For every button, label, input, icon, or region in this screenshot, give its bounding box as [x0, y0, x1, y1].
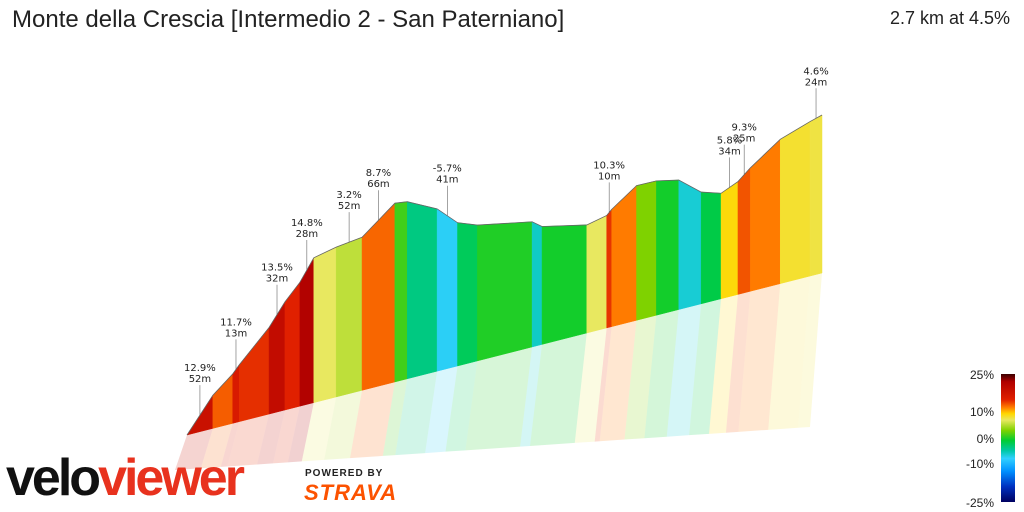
- profile-annotations: 12.9%52m11.7%13m13.5%32m14.8%28m3.2%52m8…: [184, 66, 829, 416]
- floor-segment: [445, 360, 478, 452]
- logo-viewer: viewer: [98, 449, 245, 507]
- floor-segment: [257, 410, 285, 465]
- floor-segment: [666, 303, 702, 437]
- floor-segment: [574, 327, 607, 443]
- annotation-gradient: 3.2%: [336, 190, 361, 201]
- annotation-gradient: 11.7%: [220, 317, 252, 328]
- annotation-length: 25m: [733, 134, 755, 145]
- profile-floor: [175, 273, 822, 470]
- floor-segment: [395, 371, 438, 456]
- annotation-length: 24m: [805, 77, 827, 88]
- floor-segment: [738, 283, 781, 432]
- annotation-length: 52m: [338, 201, 360, 212]
- floor-segment: [175, 428, 213, 470]
- floor-segment: [425, 365, 458, 454]
- floor-segment: [798, 273, 822, 428]
- annotation-length: 52m: [189, 374, 211, 385]
- legend-label-10: 10%: [969, 405, 994, 419]
- floor-segment: [350, 381, 395, 459]
- floor-segment: [272, 406, 300, 464]
- floor-segment: [594, 326, 612, 442]
- legend-label-25: 25%: [969, 368, 994, 382]
- annotation-gradient: 5.8%: [717, 135, 742, 146]
- annotation-length: 32m: [266, 274, 288, 285]
- floor-segment: [644, 309, 679, 439]
- gradient-segment: [313, 246, 337, 403]
- gradient-segment: [809, 114, 823, 277]
- floor-segment: [624, 315, 657, 440]
- floor-segment: [520, 344, 543, 447]
- floor-segment: [465, 346, 533, 451]
- annotation-gradient: 14.8%: [291, 218, 323, 229]
- gradient-segment: [394, 201, 408, 383]
- annotation-gradient: 4.6%: [803, 66, 828, 77]
- legend-label-minus-10: -10%: [965, 457, 994, 471]
- gradient-segment: [268, 301, 286, 415]
- gradient-segment: [361, 202, 396, 391]
- floor-segment: [220, 421, 240, 467]
- gradient-segment: [541, 224, 588, 345]
- gradient-segment: [238, 326, 270, 423]
- gradient-segment: [299, 256, 315, 407]
- gradient-segment: [284, 281, 301, 411]
- floor-segment: [200, 423, 233, 469]
- floor-segment: [382, 378, 408, 456]
- gradient-segment: [606, 208, 612, 329]
- gradient-segment: [477, 221, 533, 362]
- gradient-segment: [779, 121, 811, 284]
- logo-velo: velo: [6, 449, 101, 507]
- legend-label-0: 0%: [976, 432, 994, 446]
- annotation-gradient: 8.7%: [366, 168, 391, 179]
- gradient-segment: [720, 181, 739, 300]
- climb-summary: 2.7 km at 4.5%: [889, 8, 1010, 28]
- gradient-segment: [700, 191, 722, 305]
- floor-segment: [725, 291, 751, 433]
- floor-segment: [301, 396, 337, 462]
- profile-front-face: [186, 114, 823, 436]
- gradient-segment: [656, 179, 680, 316]
- profile-outline: [186, 114, 823, 436]
- gradient-segment: [457, 222, 478, 367]
- veloviewer-logo[interactable]: veloviewer: [6, 449, 245, 507]
- gradient-segment: [335, 236, 363, 398]
- gradient-segment: [232, 364, 240, 424]
- annotation-length: 66m: [367, 179, 389, 190]
- legend-label-minus-25: -25%: [965, 496, 994, 510]
- annotation-gradient: -5.7%: [433, 164, 462, 175]
- annotation-gradient: 12.9%: [184, 363, 216, 374]
- annotation-length: 13m: [225, 328, 247, 339]
- floor-segment: [768, 276, 811, 430]
- gradient-segment: [407, 201, 438, 380]
- strava-logo[interactable]: STRAVA: [304, 480, 398, 505]
- floor-segment: [227, 414, 270, 467]
- floor-segment: [324, 390, 363, 460]
- annotation-length: 41m: [436, 175, 458, 186]
- gradient-segment: [531, 221, 543, 348]
- gradient-segment: [737, 167, 751, 295]
- gradient-segment: [678, 179, 702, 310]
- gradient-segment: [750, 138, 781, 292]
- annotation-length: 10m: [598, 171, 620, 182]
- floor-segment: [709, 294, 738, 434]
- gradient-segment: [611, 185, 637, 327]
- gradient-segment: [636, 180, 657, 321]
- floor-segment: [287, 402, 314, 463]
- annotation-gradient: 9.3%: [731, 123, 756, 134]
- annotation-gradient: 13.5%: [261, 263, 293, 274]
- gradient-segment: [212, 373, 233, 429]
- gradient-segment: [586, 215, 607, 334]
- powered-by-label: POWERED BY: [305, 468, 384, 479]
- gradient-segment: [436, 208, 458, 372]
- floor-segment: [689, 298, 722, 436]
- floor-segment: [599, 320, 637, 442]
- gradient-color-scale: [1001, 374, 1015, 502]
- floor-segment: [530, 333, 587, 446]
- page-title: Monte della Crescia [Intermedio 2 - San …: [12, 6, 565, 33]
- annotation-gradient: 10.3%: [593, 160, 625, 171]
- annotation-length: 34m: [718, 146, 740, 157]
- annotation-length: 28m: [296, 229, 318, 240]
